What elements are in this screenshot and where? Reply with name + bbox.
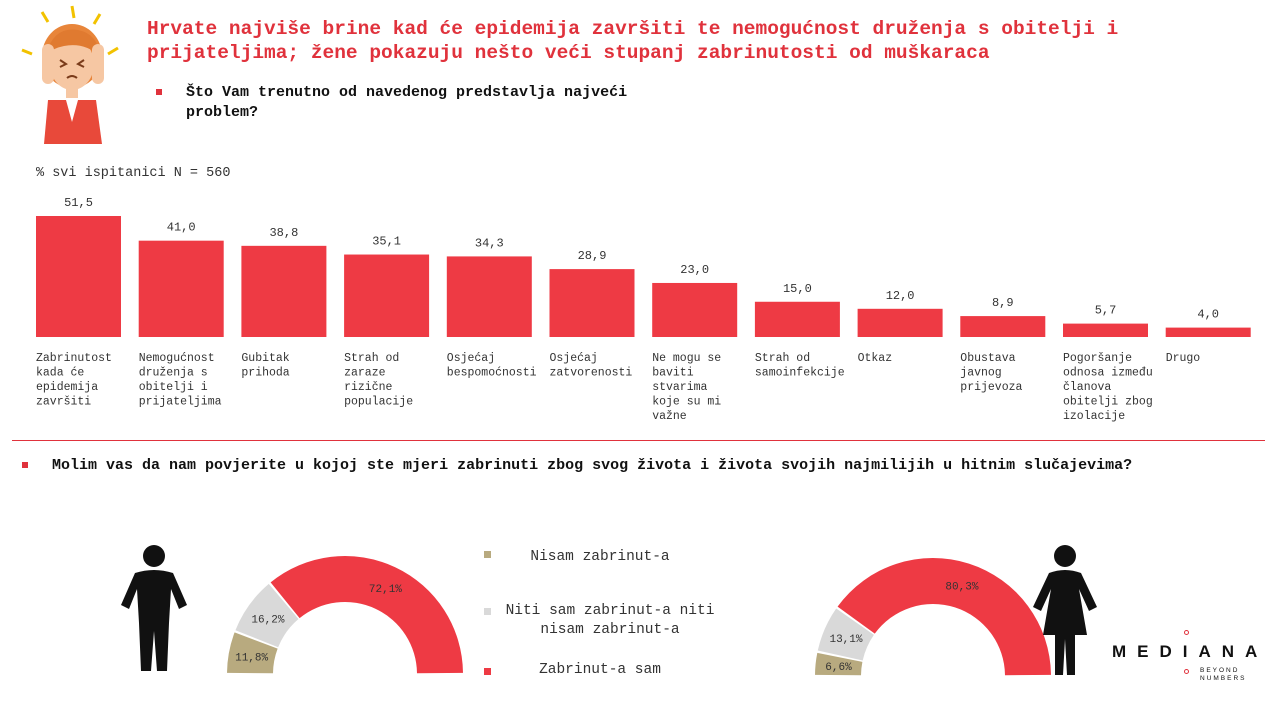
bullet-marker — [22, 462, 28, 468]
bullet-marker — [156, 89, 162, 95]
bar — [1165, 327, 1251, 337]
bar-category-label: Otkaz — [858, 352, 893, 365]
bar — [138, 240, 224, 337]
half-donut-chart-men: 11,8% 16,2% 72,1% — [227, 556, 463, 674]
legend-label-neutral: Niti sam zabrinut-a niti nisam zabrinut-… — [505, 603, 715, 638]
bar-category-label: Pogoršanje odnosa između članova obitelji z… — [1063, 352, 1153, 423]
bar — [344, 254, 430, 337]
donut-slice-label: 6,6% — [825, 662, 852, 674]
bar-category-label: Obustava javnog prijevoza — [960, 352, 1022, 394]
donut-slice-label: 72,1% — [369, 584, 402, 596]
bar-chart: 51,5 Zabrinutost kada će epidemija završiti 4… — [36, 196, 1251, 423]
male-figure — [117, 543, 191, 673]
donut-slice-label: 16,2% — [251, 614, 284, 626]
bar-category-label: Gubitak prihoda — [241, 352, 289, 380]
bar-value-label: 38,8 — [269, 226, 298, 240]
bar-value-label: 5,7 — [1095, 304, 1117, 318]
bar-category-label: Osjećaj bespomoćnosti — [447, 352, 537, 380]
half-donut-chart-women: 6,6% 13,1% 80,3% — [815, 557, 1051, 676]
bar — [549, 269, 635, 337]
worried-person-illustration — [14, 4, 126, 146]
donut-slice — [227, 632, 278, 674]
bar — [754, 301, 840, 337]
bar-category-label: Strah od samoinfekcije — [755, 352, 845, 380]
bar-category-label: Zabrinutost kada će epidemija završiti — [36, 352, 112, 409]
brand-logo: MEDIANA — [1112, 642, 1269, 661]
sample-base-label: % svi ispitanici N = 560 — [36, 166, 231, 181]
worried-person-icon — [21, 5, 119, 144]
legend: Nisam zabrinut-a Niti sam zabrinut-a nit… — [480, 545, 740, 685]
donut-slice — [837, 557, 1051, 676]
bar-value-label: 8,9 — [992, 296, 1014, 310]
legend-label-not-worried: Nisam zabrinut-a — [530, 549, 670, 565]
question-two: Molim vas da nam povjerite u kojoj ste m… — [52, 457, 1133, 474]
legend-swatch-not-worried — [484, 551, 491, 558]
bar-value-label: 28,9 — [578, 249, 607, 263]
donut-slice — [270, 556, 463, 674]
bar — [36, 216, 121, 337]
legend-swatch-neutral — [484, 608, 491, 615]
bar-value-label: 51,5 — [64, 196, 93, 210]
donut-slice-label: 80,3% — [945, 582, 978, 594]
brand-tagline: BEYOND NUMBERS — [1200, 667, 1247, 682]
bar — [857, 308, 943, 337]
page-title: Hrvate najviše brine kad će epidemija za… — [147, 18, 1119, 64]
bar-value-label: 23,0 — [680, 263, 709, 277]
brand-dot-icon — [1184, 669, 1189, 674]
bar — [960, 316, 1046, 337]
bar-category-label: Drugo — [1166, 352, 1201, 365]
legend-label-worried: Zabrinut-a sam — [539, 662, 661, 678]
section-divider — [12, 440, 1265, 441]
donut-slice — [235, 583, 299, 648]
female-figure — [1029, 543, 1101, 677]
bar — [652, 282, 738, 337]
bar-category-label: Osjećaj zatvorenosti — [550, 352, 633, 380]
bar-category-label: Strah od zaraze rizične populacije — [344, 352, 413, 409]
question-one: Što Vam trenutno od navedenog predstavlj… — [186, 84, 628, 121]
donut-slice-label: 13,1% — [829, 634, 862, 646]
bar-value-label: 15,0 — [783, 282, 812, 296]
bar-value-label: 35,1 — [372, 235, 401, 249]
bar — [446, 256, 532, 337]
bar — [241, 245, 327, 337]
donut-slice — [817, 608, 874, 661]
legend-swatch-worried — [484, 668, 491, 675]
female-figure-icon — [1033, 545, 1097, 675]
donut-slice — [815, 652, 863, 676]
bar-value-label: 12,0 — [886, 289, 915, 303]
male-figure-icon — [121, 545, 187, 671]
donut-slice-label: 11,8% — [235, 653, 268, 665]
brand-dot-icon — [1184, 630, 1189, 635]
bar-category-label: Ne mogu se baviti stvarima koje su mi važne — [652, 352, 721, 423]
bar-value-label: 41,0 — [167, 221, 196, 235]
bar-category-label: Nemogućnost druženja s obitelji i prijatelj… — [139, 352, 222, 409]
bar — [1063, 323, 1148, 337]
bar-value-label: 34,3 — [475, 236, 504, 250]
bar-value-label: 4,0 — [1197, 308, 1219, 322]
